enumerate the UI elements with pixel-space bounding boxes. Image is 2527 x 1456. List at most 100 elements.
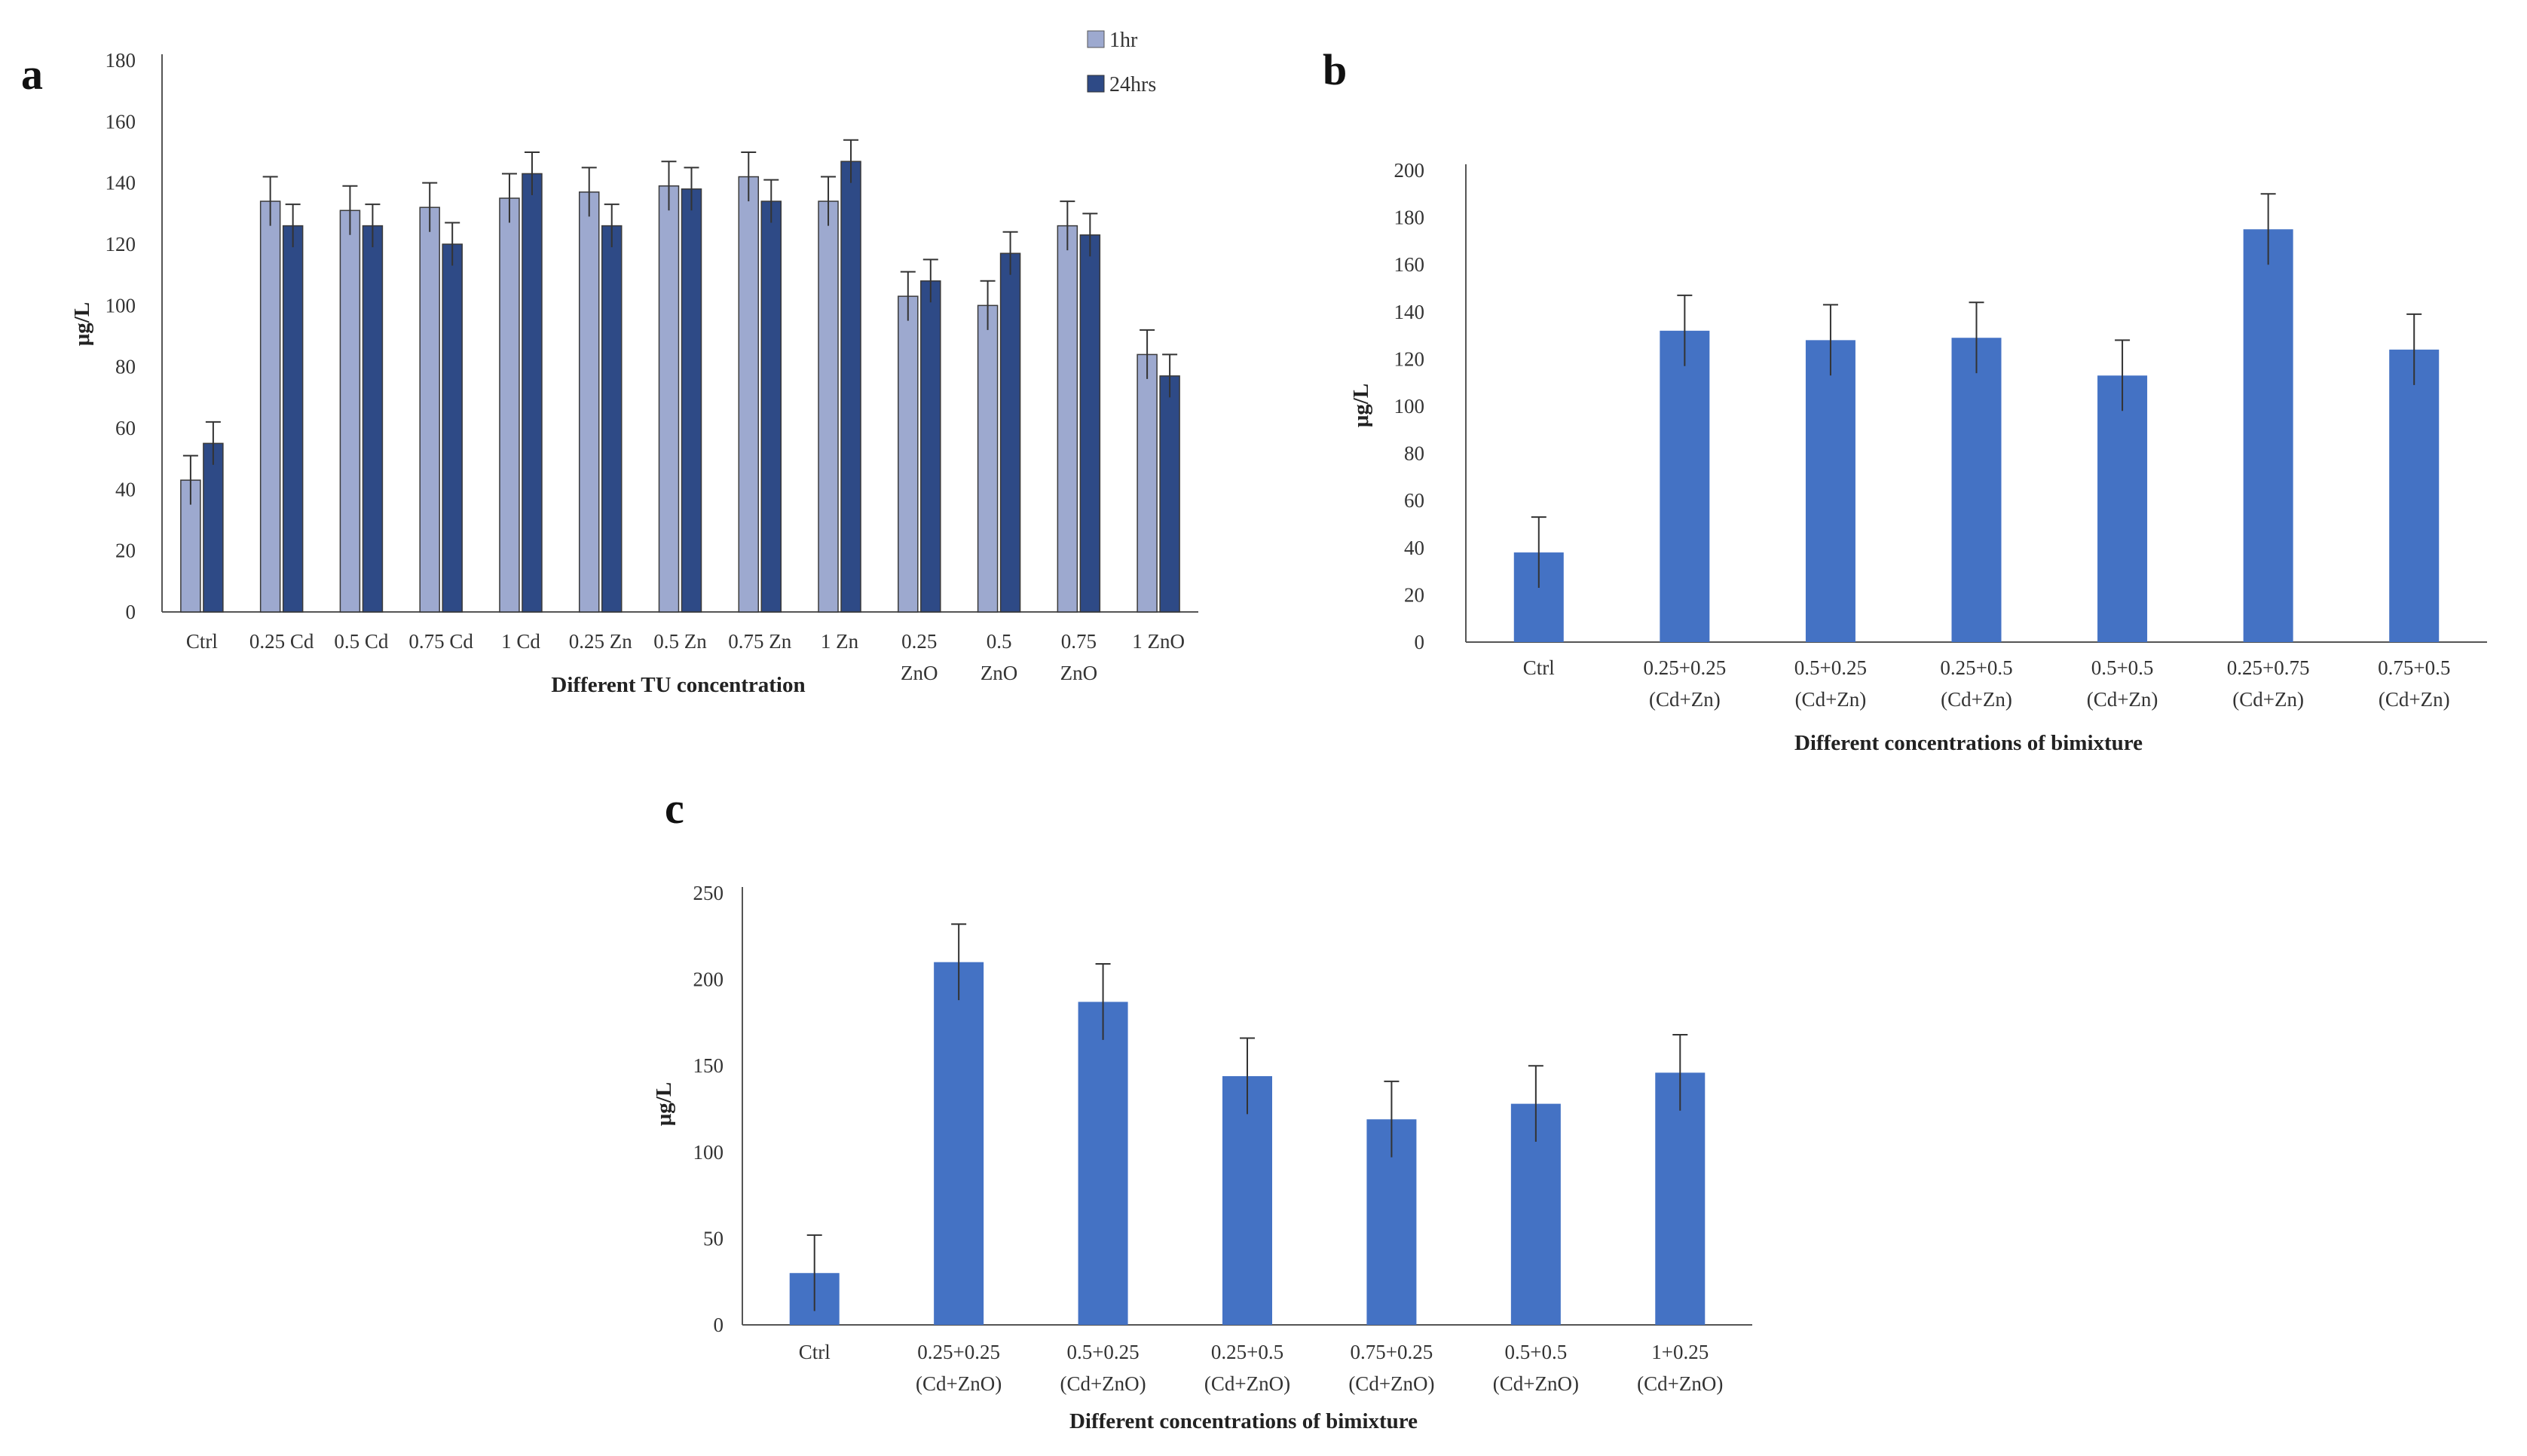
bar-a-1hr-9 (898, 295, 919, 613)
y-tick-label: 0 (714, 1314, 724, 1336)
y-tick-label: 150 (693, 1054, 724, 1077)
x-tick-label: 0.25 (901, 630, 937, 653)
bar-b-b-5 (2243, 229, 2293, 642)
y-tick-label: 20 (1404, 583, 1424, 606)
panel-label-c: c (665, 784, 684, 833)
legend-label-24hrs: 24hrs (1109, 73, 1156, 96)
panel-label-a: a (21, 50, 43, 99)
x-tick-label: (Cd+ZnO) (1060, 1372, 1146, 1395)
legend-swatch-1hr (1087, 30, 1105, 48)
plot-area-a: 0 20 40 60 80 100 120 140 160 180 Ctrl 0.25 Cd 0.5 C… (106, 49, 1198, 684)
y-tick-label: 80 (1404, 442, 1424, 465)
bar-a-24hrs-4 (522, 173, 543, 613)
bar-a-24hrs-5 (601, 225, 623, 613)
x-tick-label: 0.5 (987, 630, 1012, 653)
y-tick-label: 100 (693, 1141, 724, 1164)
x-tick-label: 1 Cd (501, 630, 540, 653)
bar-a-24hrs-8 (840, 161, 861, 613)
x-axis-title-a: Different TU concentration (551, 673, 805, 697)
bar-b-b-6 (2389, 349, 2440, 642)
y-tick-label: 180 (106, 49, 136, 72)
x-tick-label: (Cd+ZnO) (1204, 1372, 1290, 1395)
x-tick-label: (Cd+ZnO) (916, 1372, 1002, 1395)
x-tick-label: Ctrl (1523, 656, 1555, 679)
bar-a-1hr-6 (658, 185, 680, 613)
x-tick-label: (Cd+Zn) (1649, 688, 1721, 711)
x-tick-label: 0.5 Zn (653, 630, 707, 653)
x-tick-label: (Cd+Zn) (2379, 688, 2450, 711)
bar-c-c-2 (1078, 1002, 1128, 1325)
x-tick-label: 1+0.25 (1651, 1341, 1709, 1363)
x-tick-label: ZnO (981, 662, 1018, 684)
bar-a-1hr-3 (419, 206, 440, 613)
x-tick-label: 0.5+0.5 (1504, 1341, 1567, 1363)
bar-a-1hr-2 (339, 210, 361, 613)
x-tick-label: 0.25+0.5 (1940, 656, 2012, 679)
y-tick-label: 180 (1394, 206, 1425, 229)
bar-a-24hrs-7 (760, 200, 782, 613)
bar-a-1hr-4 (499, 197, 520, 613)
bar-c-c-6 (1655, 1072, 1706, 1325)
x-tick-label: Ctrl (799, 1341, 831, 1363)
x-tick-label: 0.75 (1061, 630, 1097, 653)
y-tick-label: 60 (1404, 489, 1424, 512)
x-tick-label: (Cd+Zn) (1795, 688, 1867, 711)
bar-a-24hrs-12 (1159, 375, 1180, 613)
bar-a-24hrs-10 (999, 252, 1021, 613)
bar-a-1hr-8 (818, 200, 839, 613)
bar-a-24hrs-0 (203, 442, 224, 613)
bar-a-1hr-11 (1057, 225, 1078, 613)
x-tick-label: 0.25+0.5 (1211, 1341, 1283, 1363)
bar-a-1hr-10 (977, 304, 999, 613)
y-axis-title-a: μg/L (70, 302, 94, 346)
chart-panel-c: c 0 50 100 150 200 250 Ctrl 0.25+0.25 (Cd+ZnO) 0.… (652, 784, 1752, 1433)
x-axis-title-c: Different concentrations of bimixture (1069, 1409, 1418, 1433)
y-tick-label: 250 (693, 882, 724, 904)
y-tick-label: 80 (115, 356, 136, 378)
bar-b-b-1 (1660, 330, 1710, 642)
x-tick-label: 1 ZnO (1132, 630, 1185, 653)
bar-b-b-2 (1805, 340, 1855, 642)
legend-a: 1hr 24hrs (1087, 29, 1156, 96)
x-tick-label: 0.25+0.75 (2227, 656, 2310, 679)
x-tick-label: (Cd+ZnO) (1348, 1372, 1434, 1395)
bar-c-c-3 (1222, 1075, 1272, 1325)
x-tick-label: 0.75+0.5 (2378, 656, 2450, 679)
bar-b-b-4 (2097, 375, 2148, 642)
y-tick-label: 60 (115, 417, 136, 439)
y-tick-label: 120 (1394, 347, 1425, 370)
x-tick-label: 0.5+0.25 (1066, 1341, 1139, 1363)
x-tick-label: 0.75 Zn (728, 630, 791, 653)
x-tick-label: 0.5+0.25 (1794, 656, 1867, 679)
bar-a-24hrs-1 (282, 225, 304, 613)
legend-label-1hr: 1hr (1109, 29, 1138, 52)
bar-b-b-3 (1951, 338, 2002, 642)
x-tick-label: (Cd+Zn) (1941, 688, 2012, 711)
x-tick-label: 0.25 Cd (249, 630, 314, 653)
x-tick-label: 0.5+0.5 (2091, 656, 2154, 679)
panel-label-b: b (1323, 45, 1347, 94)
y-tick-label: 160 (106, 110, 136, 133)
bar-a-1hr-5 (578, 191, 600, 613)
x-tick-label: 0.75 Cd (408, 630, 473, 653)
bar-c-c-1 (934, 962, 984, 1325)
x-tick-label: ZnO (1060, 662, 1098, 684)
y-tick-label: 40 (1404, 537, 1424, 559)
bar-a-24hrs-2 (362, 225, 384, 613)
y-tick-label: 40 (115, 478, 136, 500)
bar-a-24hrs-6 (681, 188, 702, 613)
y-tick-label: 20 (115, 540, 136, 562)
y-tick-label: 140 (106, 172, 136, 194)
y-tick-label: 120 (106, 233, 136, 255)
x-tick-label: ZnO (901, 662, 938, 684)
legend-swatch-24hrs (1087, 75, 1105, 93)
y-tick-label: 0 (1415, 631, 1425, 653)
x-axis-title-b: Different concentrations of bimixture (1794, 731, 2143, 755)
y-tick-label: 0 (126, 601, 136, 623)
x-tick-label: (Cd+ZnO) (1637, 1372, 1723, 1395)
y-tick-label: 100 (106, 294, 136, 317)
plot-area-c: 0 50 100 150 200 250 Ctrl 0.25+0.25 (Cd+ZnO) 0.5+… (693, 882, 1752, 1395)
y-axis-title-c: μg/L (652, 1082, 676, 1126)
bar-a-1hr-1 (259, 200, 281, 613)
